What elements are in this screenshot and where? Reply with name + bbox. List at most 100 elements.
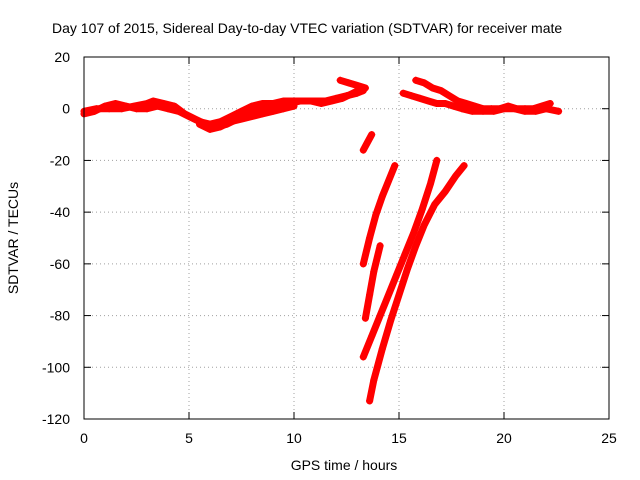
data-point [462,100,470,108]
data-point [290,102,298,110]
data-point [454,97,462,105]
data-point [170,102,178,110]
series-track-k [412,76,554,113]
series-track-g [361,242,384,322]
data-point [376,312,384,320]
data-point [336,76,344,84]
data-point [93,105,101,113]
x-tick-label: 15 [391,430,407,446]
data-point [328,97,336,105]
data-point [345,79,353,87]
data-point [487,105,495,113]
data-point [420,79,428,87]
series-track-c [196,102,298,133]
data-point [395,291,403,299]
data-point [259,110,266,118]
series-line [359,156,441,361]
y-tick-label: 20 [54,49,70,65]
data-point [538,102,546,110]
data-point [206,125,214,133]
data-point [160,100,168,108]
data-point [368,332,376,340]
data-point [433,100,441,108]
data-point [353,81,361,89]
series-line [336,76,369,92]
data-point [227,118,235,126]
data-point [427,180,434,188]
data-point [359,260,367,268]
data-point [317,100,325,108]
data-point [376,242,384,250]
data-point [361,314,369,322]
data-point [416,94,424,102]
data-point [361,84,369,92]
x-tick-label: 10 [286,430,302,446]
data-point [441,187,449,195]
data-point [370,268,378,276]
data-point [471,102,479,110]
data-point [217,123,224,131]
series-line [359,162,399,268]
data-point [366,397,374,405]
y-tick-label: 0 [62,101,70,117]
series-track-d [336,76,369,92]
y-tick-label: -100 [42,359,70,375]
data-point [441,100,449,108]
data-point [378,345,386,353]
data-point [385,291,392,299]
y-tick-label: -120 [42,411,70,427]
data-point [130,102,138,110]
series-track-h [359,156,441,361]
data-point [359,146,367,154]
data-point [372,211,380,219]
data-point [408,92,416,100]
data-point [391,162,399,170]
data-point [479,105,487,113]
data-point [385,177,392,185]
data-point [399,89,407,97]
series-track-e [359,131,376,154]
data-point [393,270,401,278]
y-axis-label: SDTVAR / TECUs [5,182,21,294]
data-point [431,200,439,208]
data-point [143,100,151,108]
data-point [401,250,409,258]
data-point [238,115,245,123]
data-series [80,76,563,405]
data-point [248,102,256,110]
series-line [366,162,468,405]
data-point [424,97,432,105]
x-tick-label: 25 [601,430,617,446]
data-point [118,105,126,113]
y-tick-label: -60 [50,256,70,272]
data-point [368,131,376,139]
data-point [196,120,203,128]
data-point [149,97,157,105]
data-point [259,100,266,108]
data-point [521,105,529,113]
data-point [418,206,426,214]
data-point [437,87,445,95]
data-point [269,107,277,115]
data-point [555,107,563,115]
data-point [412,242,420,250]
data-point [433,156,441,164]
data-point [359,353,367,361]
data-point [445,92,453,100]
x-tick-label: 20 [496,430,512,446]
data-point [403,265,411,273]
data-point [458,105,466,113]
data-point [378,193,386,201]
data-point [496,105,504,113]
series-line [196,102,298,133]
series-track-i [366,162,468,405]
data-point [248,112,256,120]
tick-labels: 0 5 10 15 20 25 20 0 -20 -40 -60 -80 -100 -120 [42,49,617,446]
y-tick-label: -80 [50,308,70,324]
data-point [513,105,521,113]
data-point [387,317,395,325]
data-point [412,76,420,84]
data-point [181,110,189,118]
data-point [504,102,512,110]
data-point [410,229,418,237]
